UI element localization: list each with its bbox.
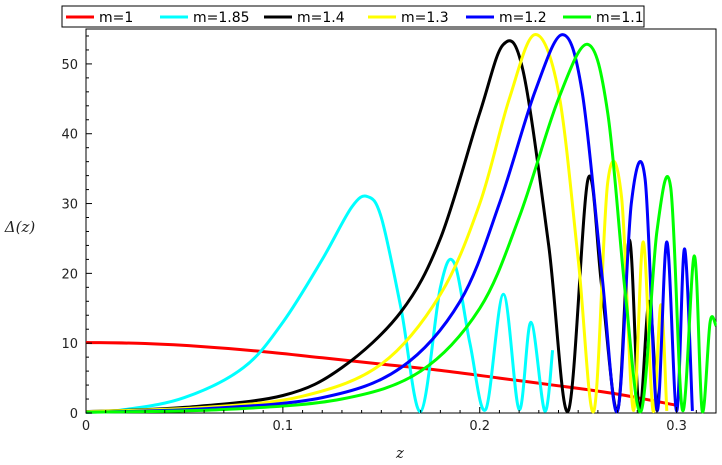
- x-tick-label: 0.3: [666, 419, 687, 434]
- legend-label: m=1.3: [401, 10, 449, 26]
- legend-label: m=1.4: [297, 10, 345, 26]
- series-line-4: [85, 33, 669, 414]
- legend-label: m=1.2: [499, 10, 547, 26]
- x-tick-label: 0.1: [273, 419, 294, 434]
- y-tick-label: 0: [70, 407, 78, 422]
- y-tick-label: 30: [61, 198, 78, 213]
- y-tick-label: 50: [61, 58, 78, 73]
- legend-frame: [61, 5, 645, 28]
- series-line-3: [85, 39, 659, 414]
- y-tick-label: 40: [61, 128, 78, 143]
- legend: m=1 m=1.85 m=1.4 m=1.3 m=1.2 m=1.1: [61, 5, 645, 28]
- x-axis-label: z: [395, 444, 404, 462]
- x-tick-label: 0: [82, 419, 90, 434]
- legend-label: m=1.1: [596, 10, 644, 26]
- y-axis: 0 10 20 30 40 50: [61, 35, 92, 422]
- y-axis-label: Δ(z): [4, 218, 36, 236]
- series-line-2: [85, 194, 555, 414]
- legend-label: m=1: [99, 10, 133, 26]
- series-line-5: [85, 33, 694, 414]
- legend-label: m=1.85: [193, 10, 250, 26]
- x-tick-label: 0.2: [469, 419, 490, 434]
- y-tick-label: 20: [61, 267, 78, 282]
- x-axis: 0 0.1 0.2 0.3: [82, 407, 697, 434]
- series-lines: [85, 33, 718, 414]
- y-tick-label: 10: [61, 337, 78, 352]
- series-line-6: [85, 42, 718, 414]
